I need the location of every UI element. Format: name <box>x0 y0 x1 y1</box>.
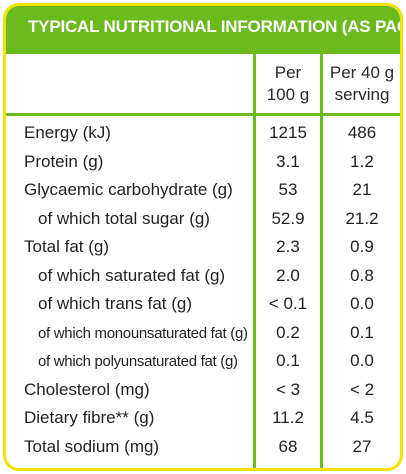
table-row: Glycaemic carbohydrate (g) 53 21 <box>6 177 400 206</box>
column-header-line: Per <box>274 63 302 82</box>
value-per-serving: 21 <box>352 180 372 199</box>
table-row: of which trans fat (g) < 0.1 0.0 <box>6 291 400 320</box>
value-per-serving: 0.1 <box>350 322 374 342</box>
value-per-100g: < 0.1 <box>268 294 308 313</box>
table-row: of which total sugar (g) 52.9 21.2 <box>6 206 400 235</box>
value-per-serving: 0.8 <box>350 265 374 285</box>
table-title: TYPICAL NUTRITIONAL INFORMATION (AS PACK… <box>28 17 400 36</box>
value-per-100g: 3.1 <box>276 151 300 171</box>
row-label: Glycaemic carbohydrate (g) <box>24 180 233 199</box>
row-label: Energy (kJ) <box>24 123 111 142</box>
row-label: of which polyunsaturated fat (g) <box>38 353 238 370</box>
row-label: of which saturated fat (g) <box>38 265 226 285</box>
row-label: of which monounsaturated fat (g) <box>38 324 248 342</box>
column-header-per-serving: Per 40 g serving <box>323 62 400 106</box>
value-per-100g: 52.9 <box>271 208 305 228</box>
value-per-serving: 486 <box>347 123 377 142</box>
header-divider <box>6 113 400 116</box>
row-label: of which trans fat (g) <box>38 294 193 313</box>
value-per-serving: 21.2 <box>345 208 379 228</box>
value-per-100g: 53 <box>278 180 298 199</box>
column-divider <box>253 54 256 468</box>
column-header-line: Per 40 g <box>329 63 395 82</box>
value-per-serving: 4.5 <box>350 408 374 427</box>
table-row: Dietary fibre** (g) 11.2 4.5 <box>6 405 400 434</box>
table-row: Protein (g) 3.1 1.2 <box>6 149 400 178</box>
value-per-100g: 0.2 <box>276 322 300 342</box>
column-header-line: serving <box>334 85 390 104</box>
row-label: of which total sugar (g) <box>38 208 210 228</box>
column-header-per-100g: Per 100 g <box>256 62 320 106</box>
value-per-serving: 1.2 <box>350 151 374 171</box>
column-divider <box>320 54 323 468</box>
value-per-serving: 0.0 <box>350 351 374 370</box>
table-header: TYPICAL NUTRITIONAL INFORMATION (AS PACK… <box>6 6 400 54</box>
value-per-serving: 0.0 <box>350 294 374 313</box>
value-per-100g: < 3 <box>275 379 301 399</box>
table-row: Total fat (g) 2.3 0.9 <box>6 234 400 263</box>
row-label: Protein (g) <box>24 151 104 171</box>
value-per-100g: 1215 <box>269 123 307 142</box>
value-per-100g: 11.2 <box>272 408 304 427</box>
column-header-line: 100 g <box>266 85 310 104</box>
table-row: of which saturated fat (g) 2.0 0.8 <box>6 263 400 292</box>
value-per-100g: 0.1 <box>276 351 300 370</box>
table-row: of which polyunsaturated fat (g) 0.1 0.0 <box>6 348 400 377</box>
row-label: Total fat (g) <box>24 237 110 256</box>
value-per-100g: 2.0 <box>276 265 300 285</box>
value-per-100g: 68 <box>278 436 298 456</box>
table-row: Energy (kJ) 1215 486 <box>6 120 400 149</box>
table-row: Total sodium (mg) 68 27 <box>6 434 400 463</box>
nutrition-rows: Energy (kJ) 1215 486 Protein (g) 3.1 1.2… <box>6 120 400 462</box>
value-per-100g: 2.3 <box>276 237 300 256</box>
row-label: Total sodium (mg) <box>24 436 160 456</box>
row-label: Cholesterol (mg) <box>24 379 150 399</box>
value-per-serving: < 2 <box>349 379 375 399</box>
table-row: of which monounsaturated fat (g) 0.2 0.1 <box>6 320 400 349</box>
value-per-serving: 0.9 <box>350 237 374 256</box>
table-row: Cholesterol (mg) < 3 < 2 <box>6 377 400 406</box>
nutrition-panel: TYPICAL NUTRITIONAL INFORMATION (AS PACK… <box>3 3 403 471</box>
row-label: Dietary fibre** (g) <box>24 408 155 427</box>
value-per-serving: 27 <box>352 436 372 456</box>
